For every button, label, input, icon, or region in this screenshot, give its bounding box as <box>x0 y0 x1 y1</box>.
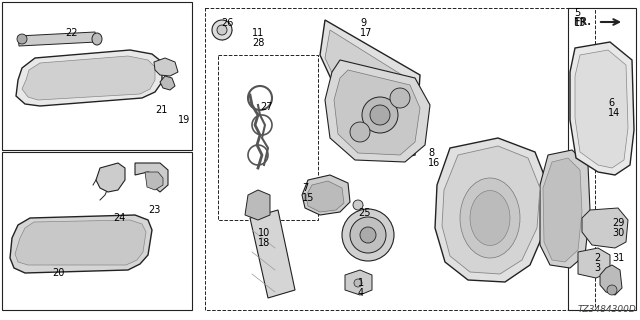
Text: 2: 2 <box>594 253 600 263</box>
Polygon shape <box>302 175 350 215</box>
Polygon shape <box>306 181 344 212</box>
Text: 4: 4 <box>358 288 364 298</box>
Polygon shape <box>135 163 168 192</box>
Polygon shape <box>145 172 163 190</box>
Text: 22: 22 <box>65 28 77 38</box>
Polygon shape <box>154 58 178 76</box>
Polygon shape <box>442 146 540 274</box>
Polygon shape <box>250 210 295 298</box>
Text: 7: 7 <box>302 183 308 193</box>
Text: FR.: FR. <box>573 17 591 27</box>
Text: 23: 23 <box>148 205 161 215</box>
Text: 14: 14 <box>608 108 620 118</box>
Polygon shape <box>96 163 125 192</box>
Text: 1: 1 <box>358 278 364 288</box>
Circle shape <box>17 34 27 44</box>
Text: 25: 25 <box>358 208 371 218</box>
Text: 21: 21 <box>155 105 168 115</box>
Circle shape <box>217 25 227 35</box>
Ellipse shape <box>470 190 510 245</box>
Text: 15: 15 <box>302 193 314 203</box>
Text: 3: 3 <box>594 263 600 273</box>
Circle shape <box>350 122 370 142</box>
Polygon shape <box>320 20 420 160</box>
Polygon shape <box>325 60 430 162</box>
Ellipse shape <box>460 178 520 258</box>
Ellipse shape <box>92 33 102 45</box>
Text: 28: 28 <box>252 38 264 48</box>
Polygon shape <box>600 265 622 295</box>
Text: 10: 10 <box>258 228 270 238</box>
Polygon shape <box>10 215 152 273</box>
Text: 13: 13 <box>574 18 586 28</box>
Polygon shape <box>575 50 628 168</box>
Text: TZ3484300D: TZ3484300D <box>577 305 636 314</box>
Bar <box>2 152 192 310</box>
Text: 8: 8 <box>428 148 434 158</box>
Polygon shape <box>582 208 628 248</box>
Polygon shape <box>245 190 270 220</box>
Polygon shape <box>578 248 610 278</box>
Text: 17: 17 <box>360 28 372 38</box>
Circle shape <box>354 279 362 287</box>
Text: 16: 16 <box>428 158 440 168</box>
Text: 5: 5 <box>574 8 580 18</box>
Text: 11: 11 <box>252 28 264 38</box>
Text: 31: 31 <box>612 253 624 263</box>
Polygon shape <box>435 138 548 282</box>
Bar <box>2 2 192 150</box>
Text: 29: 29 <box>612 218 625 228</box>
Circle shape <box>607 285 617 295</box>
Text: 24: 24 <box>113 213 125 223</box>
Polygon shape <box>18 32 97 46</box>
Polygon shape <box>160 76 175 90</box>
Circle shape <box>212 20 232 40</box>
Polygon shape <box>543 158 582 262</box>
Circle shape <box>362 97 398 133</box>
Bar <box>205 8 595 310</box>
Polygon shape <box>16 50 162 106</box>
Circle shape <box>350 217 386 253</box>
Polygon shape <box>22 56 155 100</box>
Text: 9: 9 <box>360 18 366 28</box>
Polygon shape <box>325 30 410 152</box>
Text: 30: 30 <box>612 228 624 238</box>
Text: 19: 19 <box>178 115 190 125</box>
Circle shape <box>353 200 363 210</box>
Bar <box>218 55 318 220</box>
Circle shape <box>390 88 410 108</box>
Polygon shape <box>570 42 634 175</box>
Circle shape <box>360 227 376 243</box>
Text: 27: 27 <box>260 102 273 112</box>
Polygon shape <box>345 270 372 295</box>
Circle shape <box>342 209 394 261</box>
Polygon shape <box>334 70 420 155</box>
Text: 20: 20 <box>52 268 65 278</box>
Polygon shape <box>540 150 590 268</box>
Text: 6: 6 <box>608 98 614 108</box>
Polygon shape <box>15 220 146 265</box>
Text: 26: 26 <box>221 18 234 28</box>
Circle shape <box>370 105 390 125</box>
Bar <box>568 8 636 310</box>
Text: 18: 18 <box>258 238 270 248</box>
